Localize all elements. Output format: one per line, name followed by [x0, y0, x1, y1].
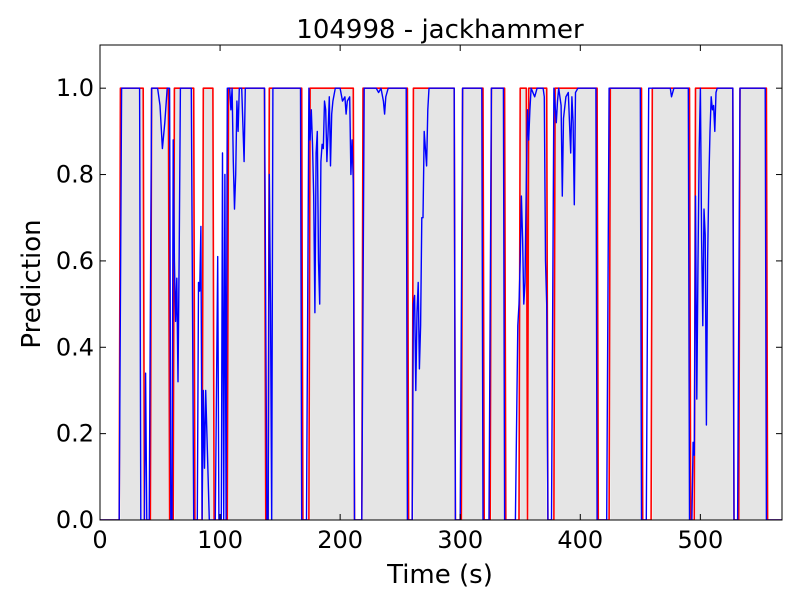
- chart-title: 104998 - jackhammer: [296, 15, 584, 45]
- ground-truth-region: [228, 88, 265, 520]
- x-tick-label: 0: [92, 526, 107, 554]
- ground-truth-region: [739, 88, 767, 520]
- ground-truth-region: [610, 88, 642, 520]
- plot-inner: [100, 87, 782, 520]
- y-tick-label: 0.4: [56, 333, 94, 361]
- ground-truth-region: [528, 88, 547, 520]
- ground-truth-region: [362, 88, 408, 520]
- x-tick-label: 500: [677, 526, 723, 554]
- y-tick-label: 0.0: [56, 506, 94, 534]
- ground-truth-region: [203, 88, 213, 520]
- y-axis-label: Prediction: [17, 219, 47, 348]
- x-tick-label: 400: [557, 526, 603, 554]
- ground-truth-region: [413, 88, 455, 520]
- y-tick-label: 0.6: [56, 247, 94, 275]
- x-tick-label: 200: [317, 526, 363, 554]
- prediction-line: [100, 87, 782, 520]
- axes: 0 100 200 300 400 500 0.0 0.2 0.4 0.6 0.8 1.0: [56, 44, 783, 554]
- y-tick-label: 1.0: [56, 74, 94, 102]
- y-tick-label: 0.2: [56, 420, 94, 448]
- plot-frame: [99, 44, 783, 521]
- y-tick-label: 0.8: [56, 161, 94, 189]
- ground-truth-region: [491, 88, 505, 520]
- x-axis-label: Time (s): [386, 560, 493, 590]
- ground-truth-region: [652, 88, 690, 520]
- x-tick-label: 100: [197, 526, 243, 554]
- ground-truth-region: [462, 88, 484, 520]
- plot-area: [100, 87, 782, 520]
- x-tick-label: 300: [437, 526, 483, 554]
- ground-truth-region: [120, 88, 144, 520]
- ground-truth-region: [695, 88, 733, 520]
- ground-truth-region: [151, 88, 169, 520]
- ground-truth-region: [269, 88, 302, 520]
